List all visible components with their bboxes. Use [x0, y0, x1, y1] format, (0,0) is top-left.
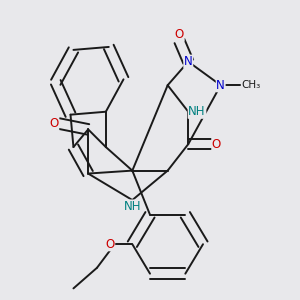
Text: O: O — [50, 117, 59, 130]
Text: N: N — [216, 79, 225, 92]
Text: N: N — [184, 55, 193, 68]
Text: NH: NH — [124, 200, 141, 213]
Text: O: O — [212, 138, 221, 151]
Text: O: O — [105, 238, 115, 251]
Text: NH: NH — [188, 105, 206, 118]
Text: O: O — [175, 28, 184, 41]
Text: CH₃: CH₃ — [241, 80, 260, 90]
